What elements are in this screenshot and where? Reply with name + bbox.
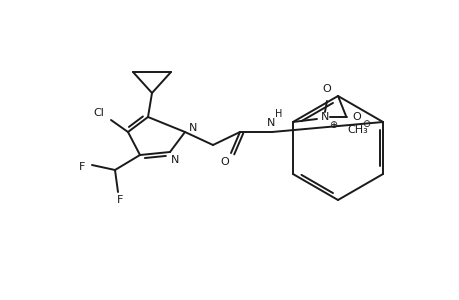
Text: Cl: Cl <box>93 108 104 118</box>
Text: O: O <box>220 157 229 167</box>
Text: ⊕: ⊕ <box>328 120 336 130</box>
Text: F: F <box>117 195 123 205</box>
Text: N: N <box>188 123 197 133</box>
Text: CH₃: CH₃ <box>347 125 368 135</box>
Text: H: H <box>275 109 282 119</box>
Text: N: N <box>320 112 329 122</box>
Text: O: O <box>322 84 330 94</box>
Text: O: O <box>352 112 361 122</box>
Text: F: F <box>78 162 85 172</box>
Text: ⊖: ⊖ <box>361 119 369 129</box>
Text: N: N <box>170 155 179 165</box>
Text: N: N <box>266 118 274 128</box>
